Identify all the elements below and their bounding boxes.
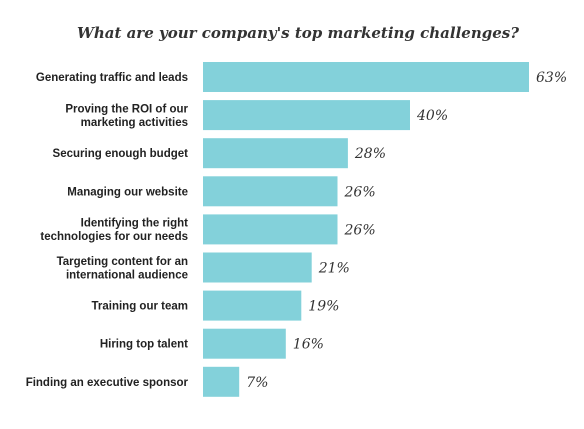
category-label-line: Targeting content for an (57, 256, 188, 268)
category-label-1: Generating traffic and leads (36, 72, 188, 84)
category-label-line: Managing our website (67, 186, 188, 198)
value-label-9: 7% (246, 375, 268, 391)
bar-5 (203, 214, 338, 245)
category-label-7: Training our team (92, 301, 189, 313)
bar-6 (203, 252, 312, 283)
bar-1 (203, 62, 529, 92)
category-label-line: technologies for our needs (40, 231, 188, 243)
category-label-6: Targeting content for an international au… (57, 256, 188, 282)
category-label-line: Proving the ROI of our (65, 103, 188, 115)
value-label-2: 40% (416, 108, 448, 124)
category-label-line: Identifying the right (81, 218, 188, 230)
category-label-3: Securing enough budget (53, 148, 189, 160)
category-label-line: Generating traffic and leads (36, 72, 188, 84)
value-label-8: 16% (293, 337, 324, 353)
category-label-line: marketing activities (81, 117, 188, 129)
value-label-6: 21% (318, 261, 350, 277)
category-label-8: Hiring top talent (100, 339, 188, 351)
value-label-1: 63% (536, 70, 567, 86)
value-label-3: 28% (354, 146, 386, 162)
category-label-5: Identifying the right technologies for ou… (40, 218, 188, 244)
bar-9 (203, 366, 240, 397)
category-label-line: Hiring top talent (100, 339, 188, 351)
value-label-7: 19% (308, 299, 339, 315)
category-label-line: Securing enough budget (53, 148, 189, 160)
bar-3 (203, 138, 348, 169)
bar-7 (203, 290, 302, 321)
category-label-4: Managing our website (67, 186, 188, 198)
bar-8 (203, 328, 286, 359)
category-label-line: international audience (66, 269, 188, 281)
bar-2 (203, 100, 410, 131)
bars-group: Generating traffic and leads 63% Proving t… (26, 62, 567, 397)
category-label-2: Proving the ROI of our marketing activiti… (65, 103, 188, 129)
category-label-line: Training our team (92, 301, 189, 313)
category-label-9: Finding an executive sponsor (26, 377, 189, 389)
value-label-5: 26% (344, 222, 376, 238)
chart-title: What are your company's top marketing ch… (77, 24, 519, 42)
category-label-line: Finding an executive sponsor (26, 377, 189, 389)
value-label-4: 26% (344, 184, 376, 200)
bar-4 (203, 176, 338, 207)
